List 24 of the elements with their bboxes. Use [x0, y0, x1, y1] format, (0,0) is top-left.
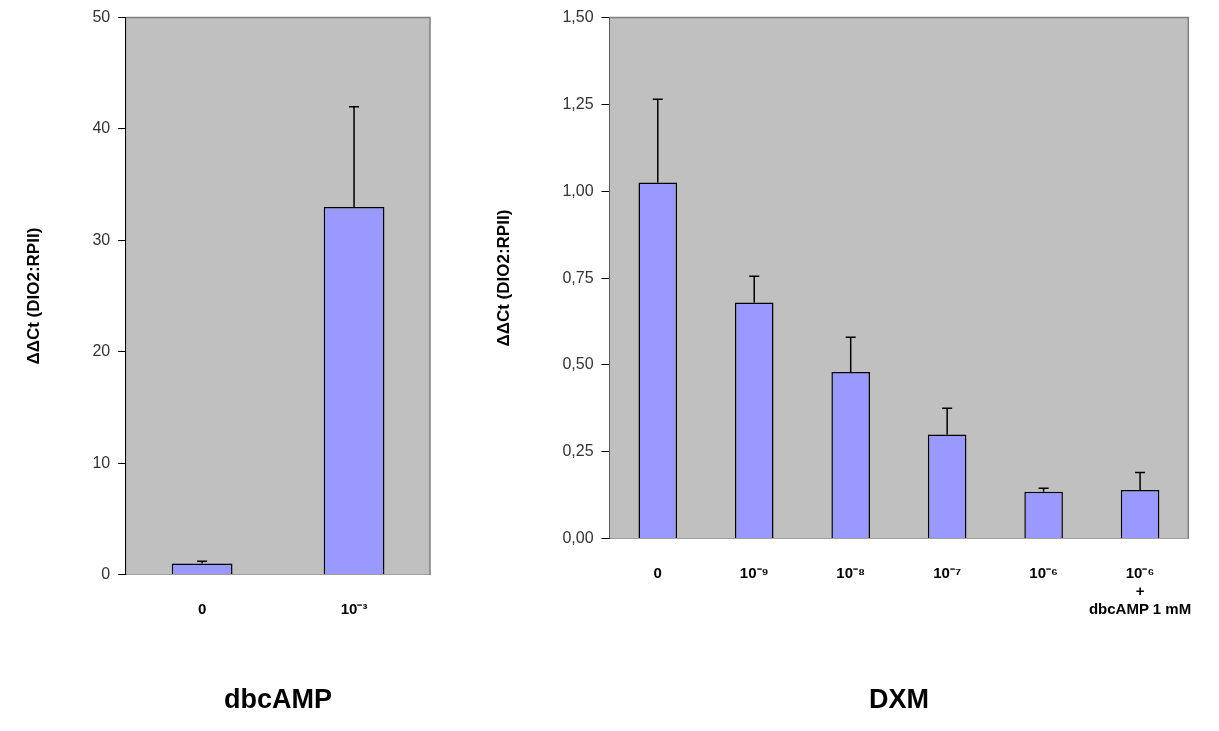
x-tick-label: 10⁻⁶ + dbcAMP 1 mM [1088, 563, 1192, 617]
y-tick-label: 20 [92, 342, 111, 360]
y-axis-title: ΔΔCt (DIO2:RPII) [23, 227, 43, 365]
y-tick-label: 0,75 [562, 268, 594, 286]
y-tick-label: 1,25 [562, 94, 594, 112]
y-tick-label: 40 [92, 119, 111, 137]
x-tick-label: 10⁻⁹ [739, 563, 769, 581]
x-tick-label: 10⁻⁷ [933, 563, 962, 581]
x-tick-label: 0 [197, 599, 207, 617]
y-tick-label: 0,50 [562, 355, 594, 373]
y-tick-label: 50 [92, 8, 111, 26]
x-tick-label: 10⁻³ [340, 599, 368, 617]
x-tick-label: 10⁻⁶ [1029, 563, 1058, 581]
y-tick-label: 1,00 [562, 181, 594, 199]
x-tick-label: 10⁻⁸ [836, 563, 866, 581]
x-axis-title: DXM [868, 684, 929, 715]
x-tick-label: 0 [653, 563, 662, 581]
y-tick-label: 1,50 [562, 8, 594, 26]
y-tick-label: 30 [92, 230, 111, 248]
y-tick-label: 10 [92, 453, 111, 471]
y-tick-label: 0,25 [562, 442, 594, 460]
y-tick-label: 0,00 [562, 529, 594, 547]
x-axis-title: dbcAMP [224, 684, 333, 715]
y-axis-title: ΔΔCt (DIO2:RPII) [493, 209, 513, 347]
